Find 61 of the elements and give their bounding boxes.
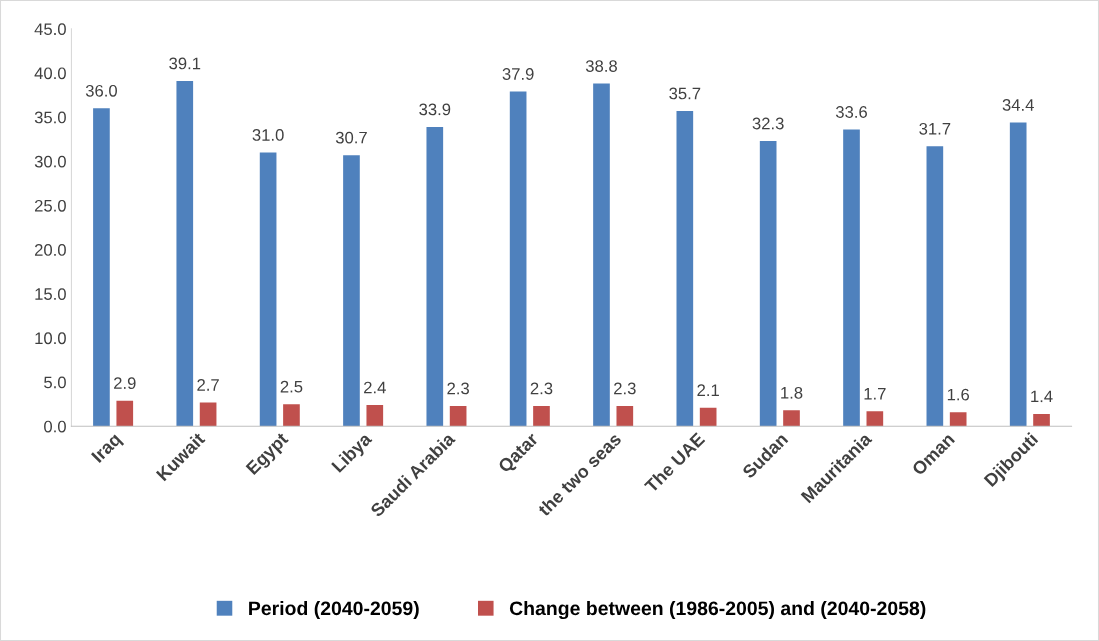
bar (426, 126, 444, 427)
bar (343, 155, 360, 427)
bar (176, 80, 194, 427)
legend-label: Period (2040-2059) (249, 600, 419, 620)
data-label: 31.0 (252, 129, 284, 141)
bar (676, 110, 694, 427)
bar (866, 411, 884, 427)
data-label: 39.1 (169, 57, 201, 70)
data-label: 2.4 (364, 381, 386, 394)
y-tick-label: 5.0 (44, 376, 66, 389)
y-tick-label: 10.0 (35, 332, 66, 345)
bar (759, 141, 777, 427)
bar (593, 83, 610, 427)
y-tick-label: 30.0 (34, 155, 66, 168)
y-tick-label: 0.0 (44, 420, 66, 433)
data-label: 31.7 (919, 122, 951, 135)
data-label: 37.9 (502, 68, 534, 80)
y-tick-label: 15.0 (35, 288, 66, 300)
bar (783, 410, 800, 427)
data-label: 1.7 (864, 387, 886, 400)
bar (843, 129, 860, 427)
bar (116, 400, 134, 427)
bar (283, 404, 300, 427)
data-label: 1.8 (781, 386, 803, 399)
bar (509, 91, 527, 427)
bar (366, 405, 384, 427)
data-label: 2.7 (197, 378, 219, 391)
y-tick-label: 40.0 (34, 67, 66, 80)
data-label: 34.4 (1002, 99, 1034, 111)
bar (533, 405, 550, 427)
data-label: 33.9 (419, 103, 451, 116)
data-label: 38.8 (585, 60, 617, 72)
bar (926, 146, 944, 427)
bar (259, 152, 277, 427)
data-label: 2.3 (614, 382, 636, 395)
x-tick-label: Iraq (91, 432, 125, 466)
data-label: 2.5 (280, 380, 303, 393)
data-label: 2.9 (114, 377, 136, 390)
data-label: 32.3 (752, 117, 784, 130)
data-label: 30.7 (335, 131, 367, 144)
bar (1009, 122, 1027, 427)
bar (699, 407, 717, 427)
data-label: 2.3 (447, 382, 469, 395)
bar (949, 412, 967, 427)
data-label: 33.6 (835, 106, 867, 118)
data-label: 2.1 (697, 384, 719, 396)
y-tick-label: 35.0 (34, 111, 66, 124)
bar (93, 108, 110, 427)
data-label: 2.3 (530, 382, 553, 395)
bar (199, 402, 217, 427)
bar (1033, 413, 1050, 427)
y-tick-label: 45.0 (34, 23, 66, 36)
y-tick-label: 20.0 (34, 244, 66, 256)
y-tick-label: 25.0 (34, 199, 66, 212)
data-label: 35.7 (669, 87, 701, 100)
legend-label: Change between (1986-2005) and (2040-2058) (509, 600, 926, 620)
bar (616, 405, 634, 427)
data-label: 36.0 (85, 84, 118, 97)
bar (449, 405, 467, 427)
data-label: 1.6 (947, 388, 970, 401)
data-label: 1.4 (1031, 390, 1053, 403)
